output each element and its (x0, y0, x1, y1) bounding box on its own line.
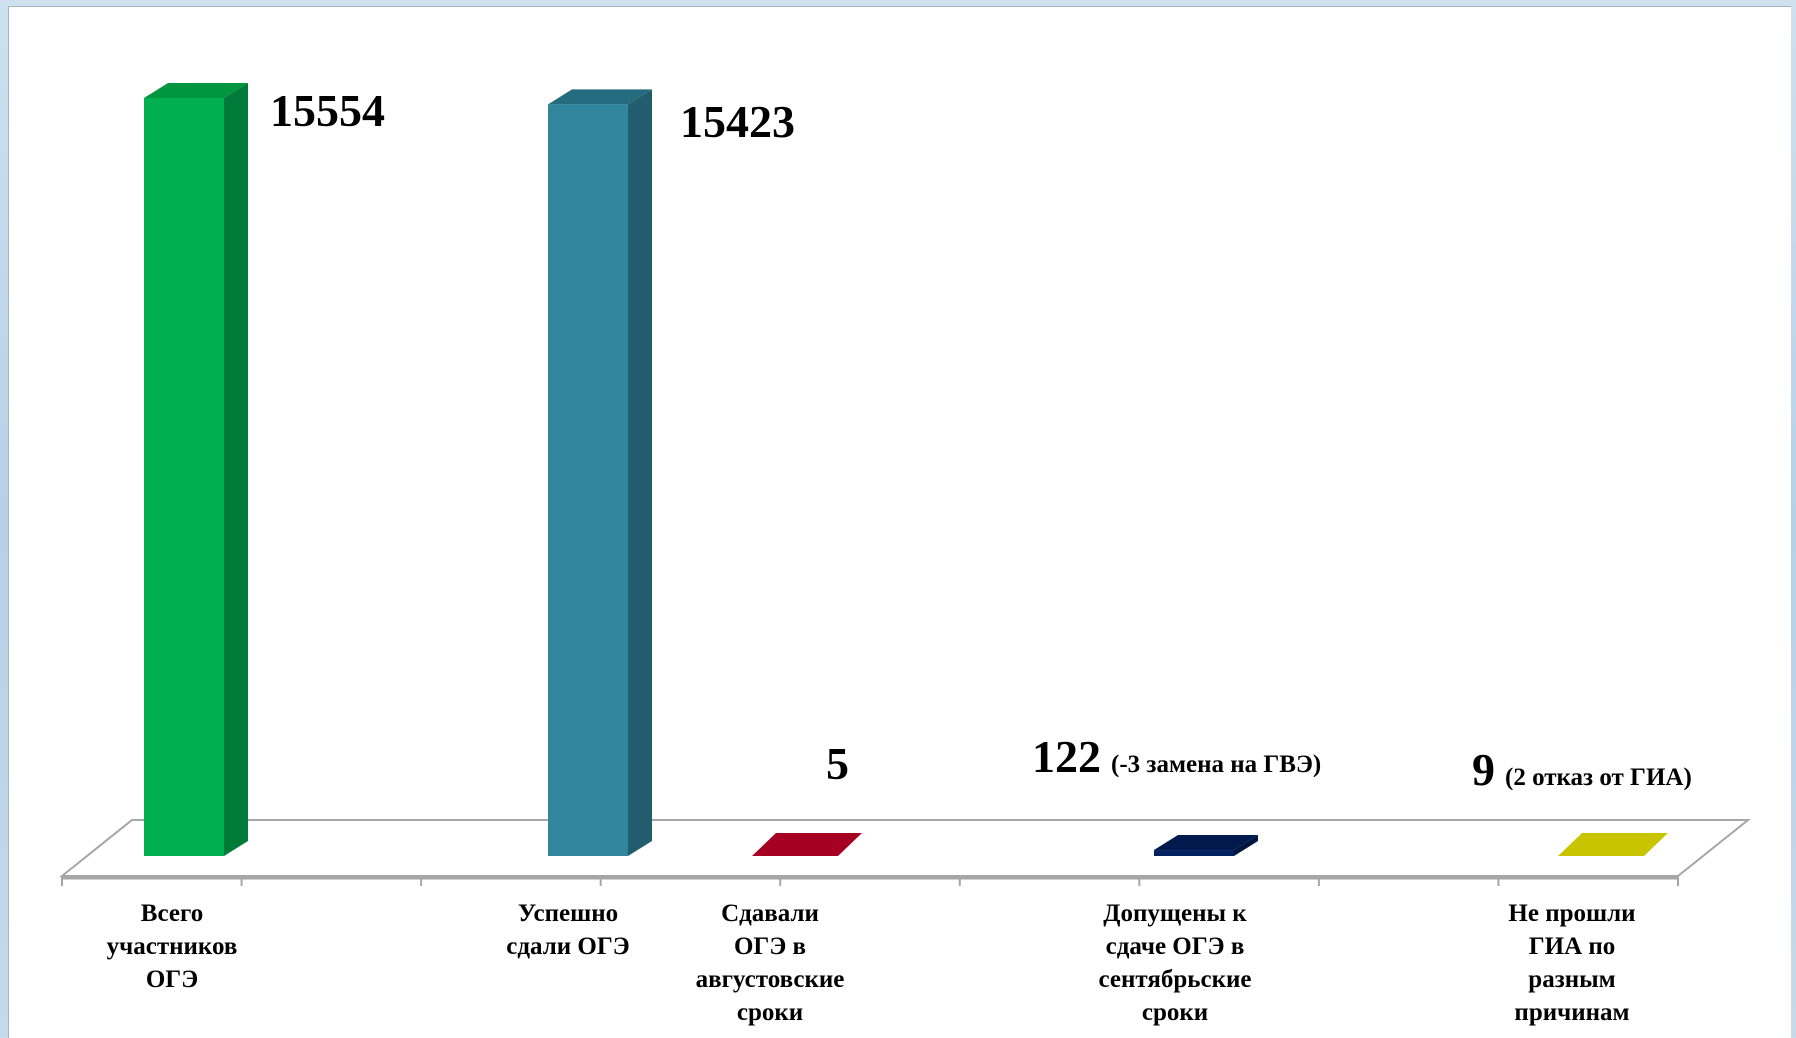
bar (752, 833, 862, 856)
bar (144, 83, 248, 856)
bars-group (144, 83, 1668, 856)
category-label-line: Допущены к (1103, 900, 1247, 927)
value-label: 15554 (270, 85, 385, 136)
category-label-line: Не прошли (1508, 900, 1635, 927)
category-label-line: Сдавали (721, 900, 819, 927)
value-number: 122 (1032, 731, 1101, 782)
bar-top (144, 83, 248, 98)
value-label: 9 (2 отказ от ГИА) (1472, 744, 1692, 795)
value-label: 15423 (680, 96, 795, 147)
category-label-line: сдали ОГЭ (506, 933, 629, 960)
floor-plane (59, 819, 1751, 877)
bar-top (548, 89, 652, 105)
value-note: (-3 замена на ГВЭ) (1111, 751, 1321, 778)
value-number: 15423 (680, 96, 795, 147)
value-note: (2 отказ от ГИА) (1505, 764, 1692, 791)
category-label-line: разным (1528, 966, 1615, 993)
bar (1558, 833, 1668, 856)
bar (548, 89, 652, 856)
category-label-line: сроки (1142, 999, 1208, 1026)
category-label-line: Успешно (518, 900, 618, 927)
bar-front (144, 98, 224, 856)
category-label-line: сроки (737, 999, 803, 1026)
category-label-line: Всего (141, 900, 203, 927)
bar-side (628, 89, 652, 856)
bar-side (224, 83, 248, 856)
bar-top (1154, 835, 1258, 851)
value-number: 9 (1472, 744, 1495, 795)
category-label-line: сдаче ОГЭ в (1106, 933, 1245, 960)
value-labels-group: 15554 15423 5 122 (-3 замена на ГВЭ) 9 (2 отка… (270, 85, 1692, 795)
bar-front (1154, 850, 1234, 856)
value-label: 122 (-3 замена на ГВЭ) (1032, 731, 1321, 782)
chart-floor (59, 819, 1751, 886)
bar-side (1234, 835, 1258, 856)
value-number: 5 (826, 738, 849, 789)
bar-top (752, 833, 862, 856)
value-number: 15554 (270, 85, 385, 136)
value-label: 5 (826, 738, 849, 789)
category-label-line: ГИА по (1529, 933, 1616, 960)
bar-top (1558, 833, 1668, 856)
category-label-line: сентябрьские (1098, 966, 1251, 993)
category-label-line: причинам (1514, 999, 1629, 1026)
category-label-line: ОГЭ (146, 966, 198, 993)
category-labels-group: Всего участников ОГЭ Успешно сдали ОГЭ Сдавал… (107, 900, 1636, 1026)
bar-front (548, 104, 628, 856)
category-label-line: августовские (696, 966, 845, 993)
category-label-line: ОГЭ в (734, 933, 806, 960)
category-label-line: участников (107, 933, 238, 960)
bar (1154, 835, 1258, 856)
